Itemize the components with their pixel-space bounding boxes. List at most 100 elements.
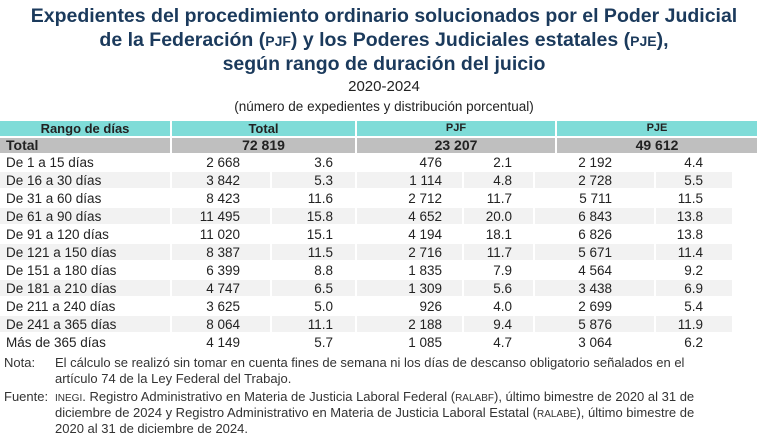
source-text: RALABE: [536, 409, 577, 420]
cell-pjf-n: 1 085: [408, 335, 442, 350]
note-label: Nota:: [4, 355, 36, 370]
cell-total-n: 2 668: [206, 155, 240, 170]
cell-total-p: 5.0: [314, 299, 333, 314]
cell-label: De 61 a 90 días: [6, 209, 102, 224]
cell-pjf-n: 4 194: [408, 227, 442, 242]
cell-total-n: 3 842: [206, 173, 240, 188]
cell-label: De 31 a 60 días: [6, 191, 102, 206]
cell-pje-p: 11.4: [677, 245, 703, 260]
header-pje: PJE: [557, 121, 757, 136]
row-stripe: [357, 316, 462, 332]
note-line-1: El cálculo se realizó sin tomar en cuent…: [55, 355, 685, 370]
row-stripe: [172, 280, 270, 296]
row-stripe: [272, 208, 355, 224]
cell-pje-p: 5.4: [684, 299, 703, 314]
row-stripe: [464, 280, 533, 296]
row-stripe: [535, 208, 654, 224]
cell-pjf-n: 2 712: [408, 191, 442, 206]
title-text: de la Federación (: [99, 29, 266, 51]
cell-pjf-n: 2 716: [408, 245, 442, 260]
row-stripe: [656, 244, 732, 260]
row-stripe: [656, 280, 732, 296]
cell-pjf-p: 7.9: [493, 263, 512, 278]
row-stripe: [172, 208, 270, 224]
title-text: ) y los Poderes Judiciales estatales (: [290, 29, 631, 51]
total-row-pje: 49 612: [557, 138, 757, 153]
cell-pjf-p: 11.7: [486, 191, 512, 206]
row-stripe: [0, 316, 170, 332]
cell-pje-p: 11.5: [677, 191, 703, 206]
row-stripe: [464, 208, 533, 224]
source-text: ), último bimestre de 2020 al 31 de: [493, 389, 695, 404]
title-line-1: Expedientes del procedimiento ordinario …: [30, 5, 738, 27]
cell-total-n: 8 387: [206, 245, 240, 260]
source-line-3: 2020 al 31 de diciembre de 2024.: [55, 421, 248, 436]
row-stripe: [357, 172, 462, 188]
source-line-2: diciembre de 2024 y Registro Administrat…: [55, 405, 694, 423]
source-text: diciembre de 2024 y Registro Administrat…: [55, 405, 537, 420]
cell-total-p: 8.8: [314, 263, 333, 278]
row-stripe: [656, 208, 732, 224]
cell-pje-n: 3 438: [578, 281, 612, 296]
cell-total-p: 11.1: [307, 317, 333, 332]
cell-total-p: 15.1: [306, 227, 333, 242]
row-stripe: [535, 172, 654, 188]
total-row-total: 72 819: [172, 138, 355, 153]
row-stripe: [0, 280, 170, 296]
row-stripe: [535, 244, 654, 260]
cell-label: De 1 a 15 días: [6, 155, 94, 170]
cell-pjf-p: 5.6: [493, 281, 512, 296]
title-line-2: de la Federación (PJF) y los Poderes Jud…: [0, 28, 768, 53]
cell-pje-p: 11.9: [677, 317, 703, 332]
title-abbr-pje: PJE: [630, 33, 657, 49]
year-range: 2020-2024: [348, 78, 420, 95]
row-stripe: [172, 172, 270, 188]
row-stripe: [172, 244, 270, 260]
cell-label: Más de 365 días: [6, 335, 106, 350]
source-text: INEGI: [55, 393, 83, 404]
title-text: ),: [656, 29, 669, 51]
header-range: Rango de días: [0, 121, 170, 136]
cell-pje-n: 6 826: [578, 227, 612, 242]
source-line-1: INEGI. Registro Administrativo en Materi…: [55, 389, 694, 407]
row-stripe: [357, 244, 462, 260]
row-stripe: [656, 172, 732, 188]
row-stripe: [272, 280, 355, 296]
row-stripe: [272, 172, 355, 188]
total-row-label: Total: [0, 138, 170, 153]
cell-label: De 121 a 150 días: [6, 245, 117, 260]
cell-pje-n: 2 192: [578, 155, 612, 170]
row-stripe: [272, 316, 355, 332]
cell-pjf-p: 9.4: [493, 317, 512, 332]
cell-pjf-n: 476: [419, 155, 442, 170]
header-pjf: PJF: [357, 121, 555, 136]
cell-pje-n: 2 728: [578, 173, 612, 188]
row-stripe: [357, 280, 462, 296]
row-stripe: [0, 244, 170, 260]
cell-pje-n: 6 843: [578, 209, 612, 224]
row-stripe: [464, 172, 533, 188]
cell-pjf-n: 1 835: [408, 263, 442, 278]
cell-pje-p: 13.8: [676, 227, 703, 242]
total-row-pjf: 23 207: [357, 138, 555, 153]
cell-pjf-p: 4.7: [493, 335, 512, 350]
cell-pjf-p: 2.1: [493, 155, 512, 170]
cell-pjf-p: 4.8: [493, 173, 512, 188]
title-abbr-pjf: PJF: [265, 33, 291, 49]
cell-total-n: 4 747: [206, 281, 240, 296]
cell-pje-n: 5 711: [579, 191, 612, 206]
cell-total-p: 5.3: [314, 173, 333, 188]
cell-pje-p: 4.4: [684, 155, 703, 170]
cell-total-n: 3 625: [206, 299, 240, 314]
source-text: . Registro Administrativo en Materia de …: [82, 389, 456, 404]
cell-pje-n: 2 699: [578, 299, 612, 314]
cell-label: De 241 a 365 días: [6, 317, 117, 332]
cell-total-n: 8 064: [206, 317, 240, 332]
row-stripe: [0, 172, 170, 188]
row-stripe: [0, 208, 170, 224]
cell-pje-n: 3 064: [578, 335, 612, 350]
row-stripe: [172, 316, 270, 332]
cell-label: De 181 a 210 días: [6, 281, 117, 296]
cell-label: De 91 a 120 días: [6, 227, 109, 242]
cell-pjf-n: 2 188: [408, 317, 442, 332]
